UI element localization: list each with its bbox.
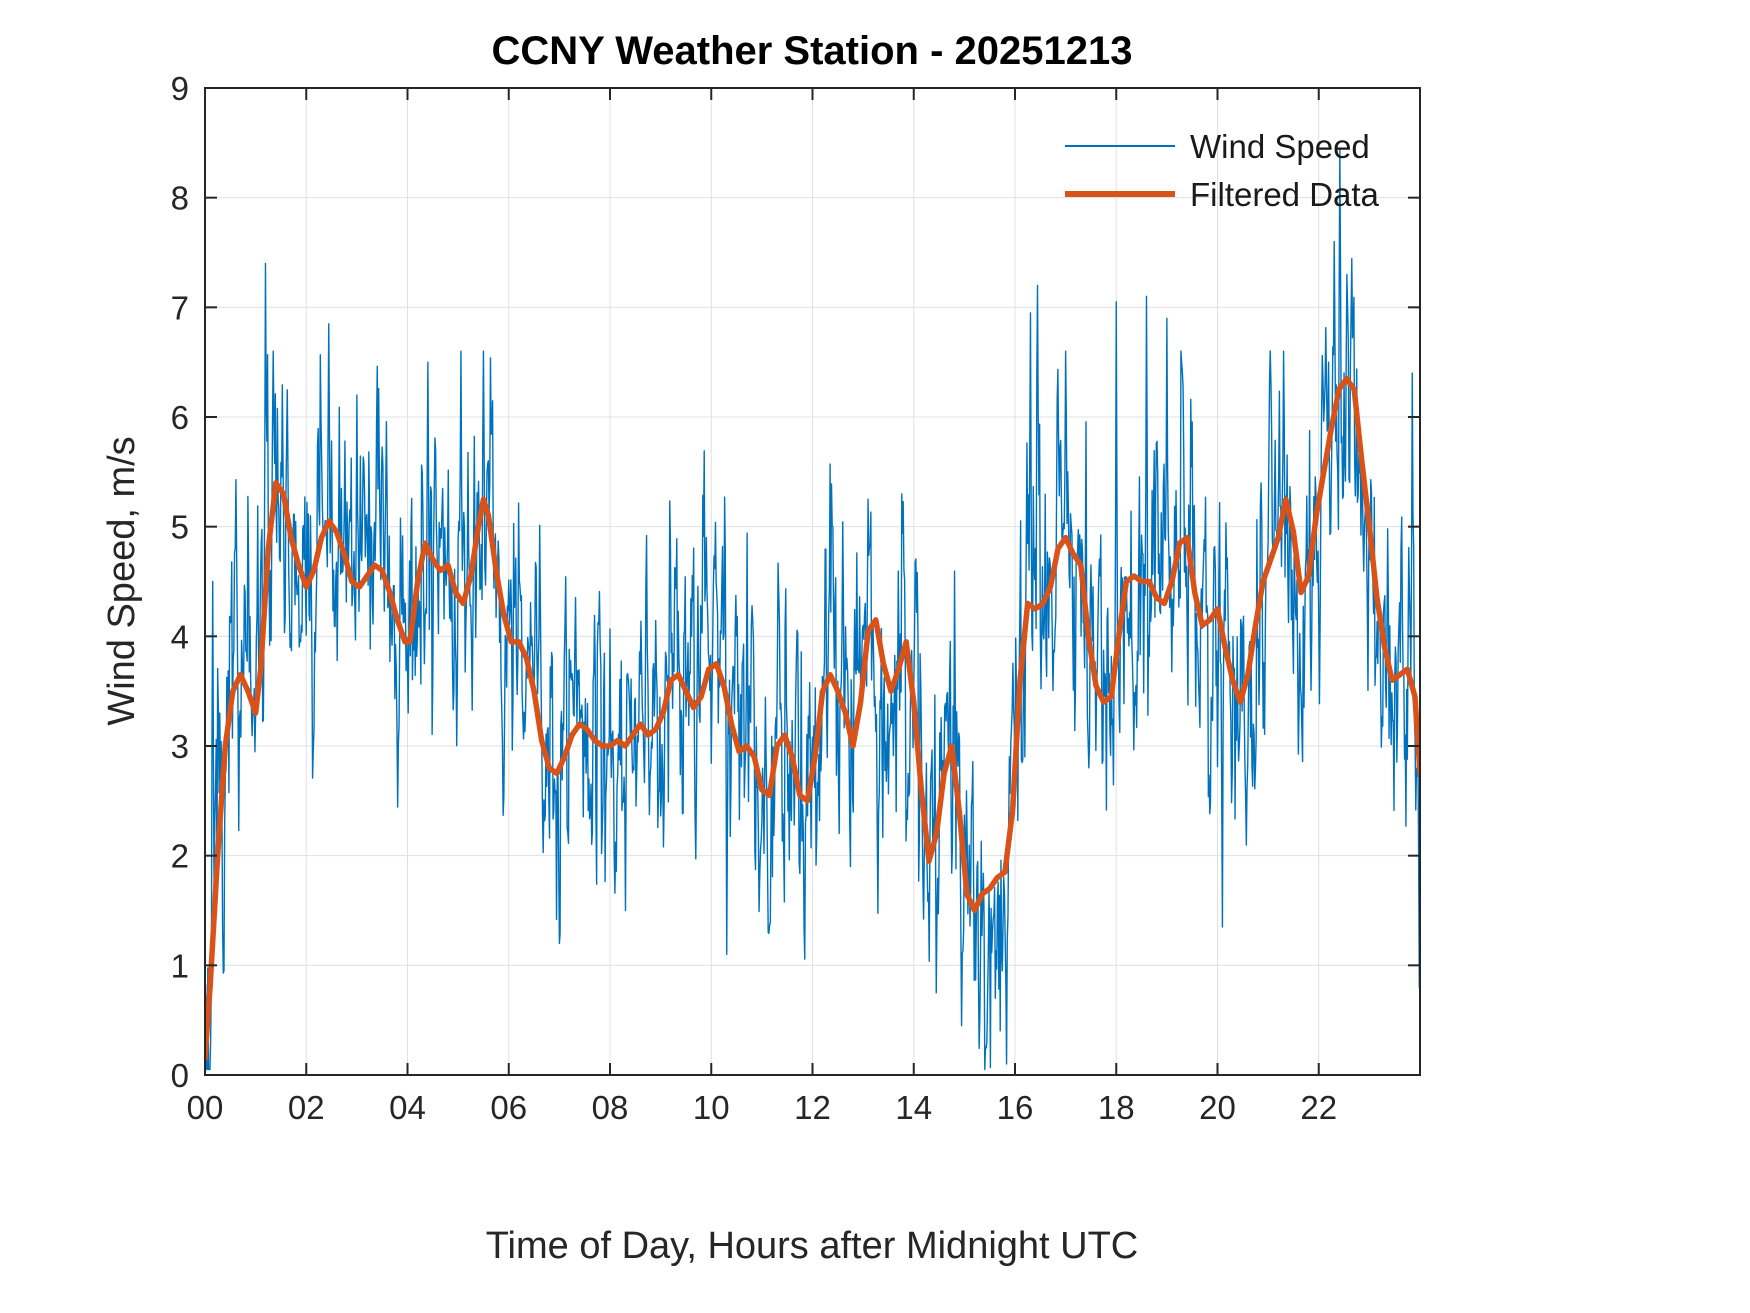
x-tick-label: 06 xyxy=(490,1089,527,1126)
x-tick-label: 08 xyxy=(592,1089,629,1126)
y-tick-label: 6 xyxy=(171,399,189,436)
legend-wind-speed-label: Wind Speed xyxy=(1190,128,1370,165)
x-tick-label: 14 xyxy=(895,1089,932,1126)
y-tick-label: 9 xyxy=(171,70,189,107)
x-axis-label: Time of Day, Hours after Midnight UTC xyxy=(486,1225,1139,1267)
data-series xyxy=(205,147,1420,1071)
filtered-data-line xyxy=(205,375,1420,1062)
y-tick-label: 1 xyxy=(171,947,189,984)
x-tick-label: 10 xyxy=(693,1089,730,1126)
x-tick-label: 16 xyxy=(997,1089,1034,1126)
y-tick-label: 0 xyxy=(171,1057,189,1094)
y-tick-label: 5 xyxy=(171,509,189,546)
y-axis-label: Wind Speed, m/s xyxy=(101,436,143,725)
y-tick-label: 8 xyxy=(171,180,189,217)
chart-title: CCNY Weather Station - 20251213 xyxy=(492,29,1133,73)
y-tick-label: 2 xyxy=(171,838,189,875)
legend: Wind Speed Filtered Data xyxy=(1065,128,1380,213)
y-tick-label: 7 xyxy=(171,289,189,326)
legend-filtered-data-label: Filtered Data xyxy=(1190,176,1380,213)
x-tick-label: 22 xyxy=(1300,1089,1337,1126)
wind-speed-line xyxy=(205,147,1420,1071)
x-tick-label: 20 xyxy=(1199,1089,1236,1126)
x-tick-label: 04 xyxy=(389,1089,426,1126)
x-tick-label: 12 xyxy=(794,1089,831,1126)
x-tick-label: 00 xyxy=(187,1089,224,1126)
y-tick-label: 3 xyxy=(171,728,189,765)
x-tick-label: 18 xyxy=(1098,1089,1135,1126)
x-tick-label: 02 xyxy=(288,1089,325,1126)
y-tick-label: 4 xyxy=(171,618,189,655)
